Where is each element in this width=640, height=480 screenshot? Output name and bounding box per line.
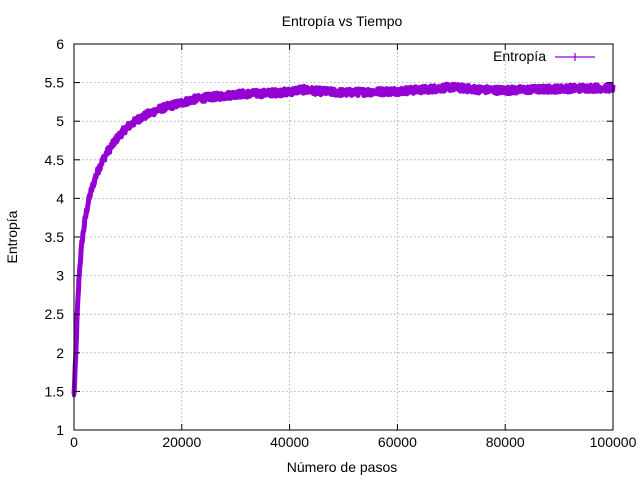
series-point (298, 87, 303, 92)
series-point (120, 130, 125, 135)
series-point (584, 86, 589, 91)
x-tick-label: 0 (70, 434, 78, 450)
x-tick-label: 100000 (590, 434, 637, 450)
series-point (73, 358, 78, 363)
series-point (88, 192, 93, 197)
series-point (125, 124, 130, 129)
series-point (449, 85, 454, 90)
grid (74, 44, 613, 430)
y-ticks: 1 1.5 2 2.5 3 3.5 4 4.5 5 5.5 6 (45, 36, 613, 438)
series-point (503, 88, 508, 93)
series-point (530, 87, 535, 92)
y-tick-label: 2.5 (45, 306, 65, 322)
series-point (104, 151, 109, 156)
y-tick-label: 1.5 (45, 383, 65, 399)
x-tick-label: 60000 (378, 434, 417, 450)
series-line-entropia (73, 81, 614, 395)
x-tick-label: 20000 (162, 434, 201, 450)
x-tick-label: 40000 (270, 434, 309, 450)
series-point (368, 89, 373, 94)
series-point (82, 219, 87, 224)
series-point (233, 92, 238, 97)
series-point (136, 116, 141, 121)
y-tick-label: 3 (56, 268, 64, 284)
legend: Entropía (493, 48, 595, 64)
y-tick-label: 1 (56, 422, 64, 438)
series-point (341, 90, 346, 95)
y-tick-label: 4.5 (45, 152, 65, 168)
series-point (206, 95, 211, 100)
series-point (476, 87, 481, 92)
y-tick-label: 5.5 (45, 75, 65, 91)
series-line-entropia-band (71, 81, 616, 395)
series-point (222, 93, 227, 98)
series-point (395, 89, 400, 94)
series-point (169, 103, 174, 108)
y-tick-label: 2 (56, 345, 64, 361)
series-point (158, 106, 163, 111)
x-tick-label: 80000 (486, 434, 525, 450)
y-axis-label: Entropía (4, 210, 20, 263)
series-point (147, 111, 152, 116)
series-point (98, 161, 103, 166)
series-layer (71, 81, 616, 398)
y-tick-label: 5 (56, 113, 64, 129)
series-point (260, 91, 265, 96)
y-tick-label: 4 (56, 190, 64, 206)
series-point (80, 238, 85, 243)
y-tick-label: 6 (56, 36, 64, 52)
series-point (115, 136, 120, 141)
series-point (85, 204, 90, 209)
series-point (314, 89, 319, 94)
series-point (77, 269, 82, 274)
series-point (557, 86, 562, 91)
series-point (179, 100, 184, 105)
series-point (287, 89, 292, 94)
series-point (93, 174, 98, 179)
chart-title: Entropía vs Tiempo (282, 13, 403, 29)
y-tick-label: 3.5 (45, 229, 65, 245)
x-axis-label: Número de pasos (287, 459, 398, 475)
series-point (422, 87, 427, 92)
legend-label-entropia: Entropía (493, 48, 546, 64)
series-point (109, 143, 114, 148)
series-point (190, 97, 195, 102)
x-ticks: 0 20000 40000 60000 80000 100000 (70, 44, 637, 450)
